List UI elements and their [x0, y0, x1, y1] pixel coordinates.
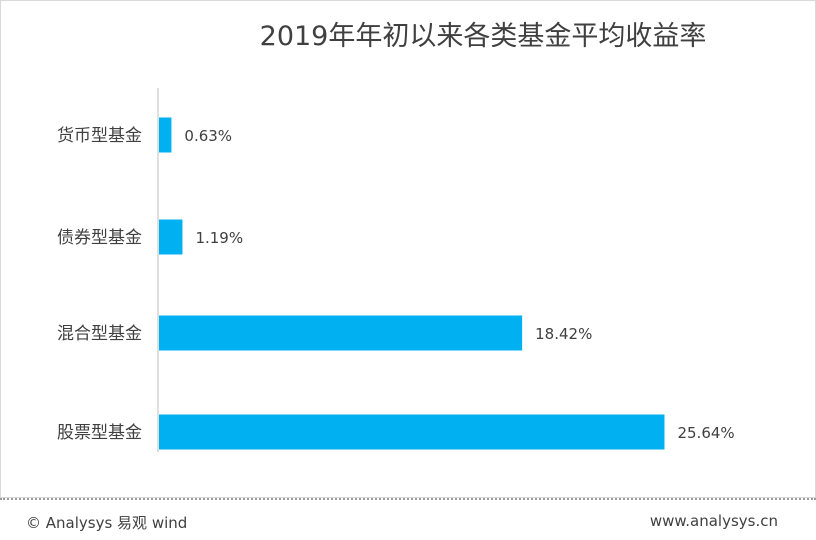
bar [159, 117, 172, 153]
bar [159, 219, 183, 255]
data-label: 1.19% [195, 229, 243, 247]
category-label: 混合型基金 [57, 324, 142, 344]
data-label: 25.64% [677, 424, 734, 442]
category-label: 债券型基金 [57, 228, 142, 248]
category-label: 股票型基金 [57, 423, 142, 443]
data-label: 0.63% [184, 127, 232, 145]
bar-chart: 货币型基金 0.63% 债券型基金 1.19% 混合型基金 18.42% 股票型基金 25.6… [57, 88, 735, 452]
bar [159, 414, 665, 450]
footer-source: © Analysys 易观 wind [26, 514, 188, 532]
category-label: 货币型基金 [57, 126, 142, 146]
bar [159, 315, 523, 351]
footer: © Analysys 易观 wind www.analysys.cn [0, 498, 816, 540]
chart-title: 2019年年初以来各类基金平均收益率 [259, 21, 707, 52]
data-label: 18.42% [535, 325, 592, 343]
footer-website: www.analysys.cn [649, 512, 778, 530]
